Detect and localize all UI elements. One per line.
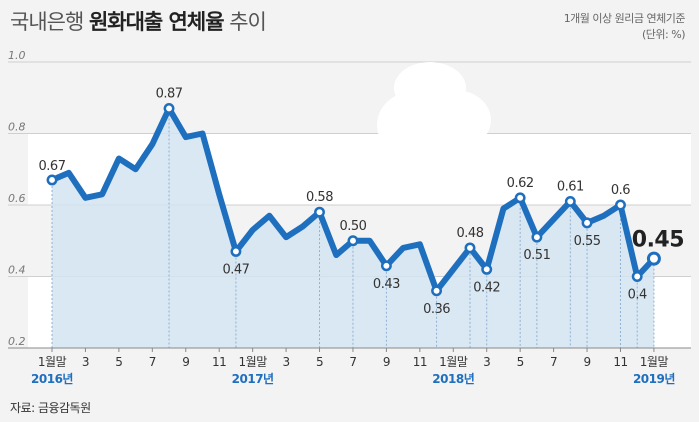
data-point [46,174,58,186]
data-label: 0.43 [373,277,400,292]
data-point [481,263,493,275]
x-tick-label: 11 [413,355,427,369]
title-part2: 원화대출 연체율 [88,10,225,34]
x-tick-label: 1월말 [239,355,268,369]
source-text: 자료: 금융감독원 [10,401,91,415]
x-tick-label: 5 [316,355,323,369]
data-label: 0.55 [574,234,601,249]
data-point [380,260,392,272]
y-tick-label: 1.0 [8,49,26,62]
x-tick-label: 9 [182,355,189,369]
y-tick-label: 0.2 [8,335,26,348]
data-label: 0.36 [423,302,450,317]
year-label: 2019년 [633,372,675,386]
data-label: 0.61 [557,179,584,194]
area-fill [52,108,654,348]
data-label: 0.48 [457,226,484,241]
title-part1: 국내은행 [10,10,89,34]
x-tick-label: 11 [212,355,226,369]
data-label: 0.58 [306,190,333,205]
data-label: 0.4 [628,288,647,303]
note-line1: 1개월 이상 원리금 연체기준 [563,12,686,25]
x-tick-label: 1월말 [38,355,67,369]
unit-note: (단위: %) [642,28,685,41]
data-point [347,235,359,247]
data-label: 0.47 [222,262,249,277]
year-label: 2018년 [432,372,474,386]
data-label: 0.51 [523,248,550,263]
label-layer: 0.67 0.87 0.47 0.58 0.50 0.43 0.36 0.48 0.42 0.62… [39,86,685,316]
data-point [631,271,643,282]
data-label: 0.50 [339,219,366,234]
data-point [531,231,543,243]
data-point [646,251,661,266]
x-tick-label: 3 [82,355,89,369]
y-tick-label: 0.6 [8,192,26,205]
data-point [464,242,476,254]
x-tick-label: 11 [613,355,627,369]
x-tick-label: 7 [149,355,156,369]
x-tick-label: 1월말 [439,355,468,369]
y-tick-label: 0.8 [8,121,26,134]
title-part3: 추이 [223,10,267,34]
year-label: 2017년 [232,372,274,386]
axis-layer: 0.2 0.4 0.6 0.8 1.0 1월말 3 5 7 9 11 1월말 3 5 7 9 11 1월말 3 5 7 9… [8,49,691,386]
data-point [564,195,576,207]
x-tick-label: 1월말 [640,355,669,369]
data-point [314,206,325,218]
x-tick-label: 7 [550,355,557,369]
x-tick-label: 3 [483,355,490,369]
data-point [230,246,242,257]
data-point [514,192,526,204]
marker-layer [46,103,661,297]
cloud-blob [377,62,491,166]
page-title: 국내은행 원화대출 연체율 추이 [10,6,267,36]
x-tick-label: 9 [583,355,590,369]
data-label: 0.42 [473,280,500,295]
data-label: 0.6 [611,183,630,198]
data-label: 0.62 [507,176,534,191]
data-point [615,199,626,211]
y-tick-label: 0.4 [8,264,26,277]
x-tick-label: 5 [517,355,524,369]
data-point [163,103,175,114]
year-label: 2016년 [31,372,73,386]
data-point [431,285,443,297]
data-label: 0.45 [632,228,684,253]
data-label: 0.67 [39,159,66,174]
x-tick-label: 9 [383,355,390,369]
x-tick-label: 5 [115,355,122,369]
area-layer [51,108,655,348]
data-label: 0.87 [156,86,183,101]
x-tick-label: 3 [283,355,290,369]
x-tick-label: 7 [349,355,356,369]
data-point [581,217,593,229]
